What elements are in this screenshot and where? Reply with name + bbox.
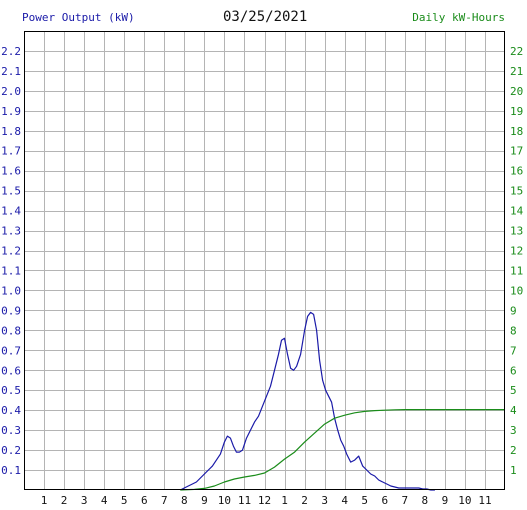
y-right-tick-label: 1 bbox=[510, 464, 517, 477]
y-left-tick-label: 1.1 bbox=[1, 264, 21, 277]
x-tick-label: 3 bbox=[321, 494, 328, 507]
right-axis-title: Daily kW-Hours bbox=[412, 11, 505, 24]
y-left-tick-label: 2.0 bbox=[1, 85, 21, 98]
y-left-tick-label: 1.9 bbox=[1, 105, 21, 118]
y-right-tick-label: 5 bbox=[510, 384, 517, 397]
x-tick-label: 9 bbox=[442, 494, 449, 507]
y-right-tick-label: 17 bbox=[510, 145, 523, 158]
y-left-tick-label: 0.2 bbox=[1, 444, 21, 457]
y-left-tick-label: 1.2 bbox=[1, 245, 21, 258]
y-right-tick-label: 6 bbox=[510, 364, 517, 377]
power-series-line bbox=[180, 311, 435, 491]
x-tick-label: 10 bbox=[458, 494, 471, 507]
y-left-tick-label: 1.6 bbox=[1, 165, 21, 178]
y-left-tick-label: 0.3 bbox=[1, 424, 21, 437]
y-left-tick-label: 1.7 bbox=[1, 145, 21, 158]
y-left-tick-label: 2.2 bbox=[1, 45, 21, 58]
axes: 1 2 3 4 5 6 7 8 9 10 11 12 1 2 3 4 5 6 7 8 9 10 110.10.20.30.4… bbox=[1, 31, 524, 507]
y-left-tick-label: 0.8 bbox=[1, 324, 21, 337]
y-right-tick-label: 2 bbox=[510, 444, 517, 457]
x-tick-label: 11 bbox=[478, 494, 491, 507]
y-right-tick-label: 15 bbox=[510, 185, 523, 198]
x-tick-label: 6 bbox=[381, 494, 388, 507]
x-tick-label: 6 bbox=[141, 494, 148, 507]
left-axis-title: Power Output (kW) bbox=[22, 11, 135, 24]
y-left-tick-label: 1.5 bbox=[1, 185, 21, 198]
y-right-tick-label: 20 bbox=[510, 85, 523, 98]
y-right-tick-label: 9 bbox=[510, 304, 517, 317]
y-left-tick-label: 2.1 bbox=[1, 65, 21, 78]
x-tick-label: 11 bbox=[238, 494, 251, 507]
y-left-tick-label: 1.8 bbox=[1, 125, 21, 138]
y-right-tick-label: 3 bbox=[510, 424, 517, 437]
x-tick-label: 1 bbox=[281, 494, 288, 507]
x-tick-label: 7 bbox=[401, 494, 408, 507]
y-right-tick-label: 13 bbox=[510, 225, 523, 238]
energy-series-line bbox=[180, 409, 505, 491]
y-left-tick-label: 0.9 bbox=[1, 304, 21, 317]
y-left-tick-label: 0.4 bbox=[1, 404, 21, 417]
y-right-tick-label: 16 bbox=[510, 165, 523, 178]
y-right-tick-label: 11 bbox=[510, 264, 523, 277]
series-layer bbox=[180, 311, 505, 491]
x-tick-label: 9 bbox=[201, 494, 208, 507]
x-tick-label: 10 bbox=[218, 494, 231, 507]
x-tick-label: 2 bbox=[61, 494, 68, 507]
y-right-tick-label: 4 bbox=[510, 404, 517, 417]
y-left-tick-label: 1.4 bbox=[1, 205, 21, 218]
y-left-tick-label: 0.1 bbox=[1, 464, 21, 477]
x-tick-label: 4 bbox=[341, 494, 348, 507]
y-right-tick-label: 19 bbox=[510, 105, 523, 118]
y-right-tick-label: 8 bbox=[510, 324, 517, 337]
y-left-tick-label: 1.0 bbox=[1, 284, 21, 297]
y-left-tick-label: 0.6 bbox=[1, 364, 21, 377]
y-right-tick-label: 7 bbox=[510, 344, 517, 357]
plot-frame bbox=[24, 31, 505, 490]
x-tick-label: 5 bbox=[361, 494, 368, 507]
y-left-tick-label: 0.5 bbox=[1, 384, 21, 397]
grid bbox=[24, 31, 505, 490]
y-right-tick-label: 14 bbox=[510, 205, 524, 218]
x-tick-label: 5 bbox=[121, 494, 128, 507]
y-right-tick-label: 12 bbox=[510, 245, 523, 258]
y-left-tick-label: 1.3 bbox=[1, 225, 21, 238]
x-tick-label: 2 bbox=[301, 494, 308, 507]
x-tick-label: 12 bbox=[258, 494, 271, 507]
x-tick-label: 3 bbox=[81, 494, 88, 507]
y-right-tick-label: 21 bbox=[510, 65, 523, 78]
x-tick-label: 7 bbox=[161, 494, 168, 507]
x-tick-label: 8 bbox=[181, 494, 188, 507]
x-tick-label: 1 bbox=[41, 494, 48, 507]
y-right-tick-label: 18 bbox=[510, 125, 523, 138]
chart-title-date: 03/25/2021 bbox=[223, 9, 308, 25]
y-right-tick-label: 22 bbox=[510, 45, 523, 58]
x-tick-label: 8 bbox=[422, 494, 429, 507]
x-tick-label: 4 bbox=[101, 494, 108, 507]
y-left-tick-label: 0.7 bbox=[1, 344, 21, 357]
y-right-tick-label: 10 bbox=[510, 284, 523, 297]
